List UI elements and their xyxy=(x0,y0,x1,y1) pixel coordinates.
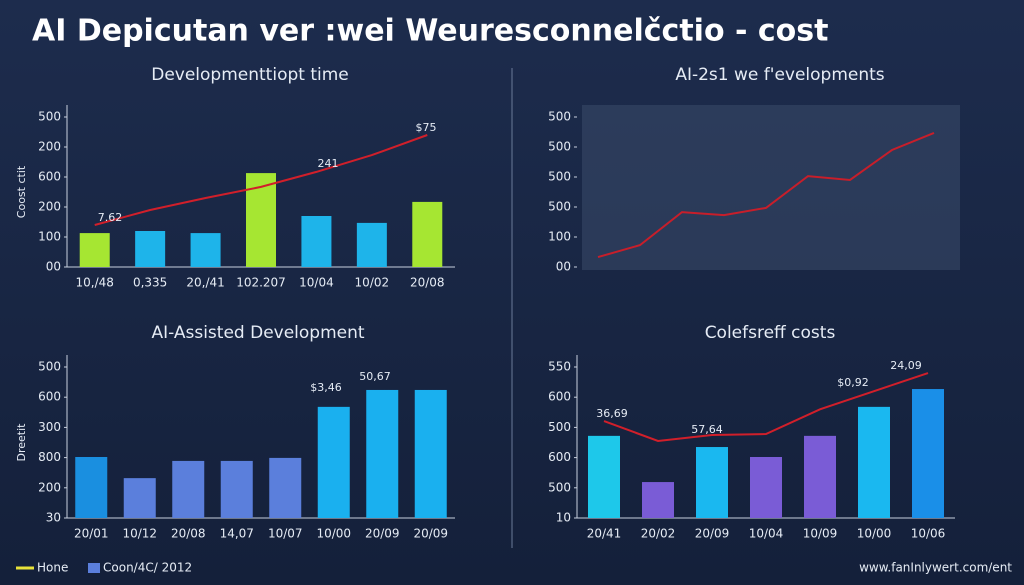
bar xyxy=(356,222,387,267)
x-tick-label: 20,/41 xyxy=(186,276,224,290)
y-tick-label: 600 xyxy=(548,390,571,404)
bar xyxy=(696,447,728,518)
annotation: 36,69 xyxy=(596,407,628,420)
x-tick-label: 10/02 xyxy=(355,276,390,290)
y-tick-label: 500 xyxy=(548,200,571,214)
x-tick-label: 10/04 xyxy=(299,276,334,290)
x-tick-label: 10,/48 xyxy=(76,276,114,290)
annotation: $0,92 xyxy=(837,376,869,389)
bar xyxy=(366,389,399,518)
legend-label: Coon/4C/ 2012 xyxy=(103,561,192,575)
bar xyxy=(301,216,332,267)
x-tick-label: 0,335 xyxy=(133,276,167,290)
x-tick-label: 20/01 xyxy=(74,527,109,541)
x-tick-label: 10/07 xyxy=(268,527,303,541)
chart-title: Colefsreff costs xyxy=(705,323,836,343)
chart-title: AI-2s1 we f'evelopments xyxy=(675,65,884,85)
x-tick-label: 20/08 xyxy=(171,527,206,541)
bar xyxy=(912,389,944,518)
bar xyxy=(642,482,674,518)
y-tick-label: 500 xyxy=(548,140,571,154)
bar xyxy=(269,457,302,518)
y-tick-label: 500 xyxy=(38,360,61,374)
bar xyxy=(135,231,166,267)
x-tick-label: 20/09 xyxy=(695,527,730,541)
annotation: $75 xyxy=(416,121,437,134)
x-tick-label: 20/08 xyxy=(410,276,445,290)
annotation: 57,64 xyxy=(691,423,723,436)
y-axis-label: Coost ctit xyxy=(15,165,28,218)
bar xyxy=(190,233,221,267)
y-tick-label: 00 xyxy=(556,260,571,274)
annotation: 24,09 xyxy=(890,359,922,372)
y-tick-label: 500 xyxy=(548,110,571,124)
y-tick-label: 500 xyxy=(548,420,571,434)
x-tick-label: 10/00 xyxy=(316,527,351,541)
bar xyxy=(75,456,108,518)
x-tick-label: 10/12 xyxy=(122,527,157,541)
y-tick-label: 200 xyxy=(38,480,61,494)
trend-line xyxy=(603,372,929,443)
y-tick-label: 500 xyxy=(548,480,571,494)
y-tick-label: 100 xyxy=(38,230,61,244)
x-tick-label: 20/02 xyxy=(641,527,676,541)
y-tick-label: 200 xyxy=(38,200,61,214)
x-tick-label: 20/09 xyxy=(365,527,400,541)
y-tick-label: 600 xyxy=(548,450,571,464)
y-tick-label: 300 xyxy=(38,420,61,434)
x-tick-label: 14,07 xyxy=(220,527,254,541)
y-tick-label: 00 xyxy=(46,260,61,274)
bar xyxy=(750,456,782,518)
legend-label: Hone xyxy=(37,561,68,575)
trend-line xyxy=(94,134,428,226)
y-tick-label: 30 xyxy=(46,511,61,525)
x-tick-label: 102.207 xyxy=(236,276,286,290)
annotation: 241 xyxy=(318,157,339,170)
bar xyxy=(804,435,836,518)
y-tick-label: 500 xyxy=(548,170,571,184)
page-title: AI Depicutan ver :wei Weuresconnelčctio … xyxy=(32,14,828,49)
bar xyxy=(414,389,447,518)
legend-swatch xyxy=(88,563,100,573)
y-tick-label: 10 xyxy=(556,511,571,525)
bar xyxy=(588,435,620,518)
x-tick-label: 10/00 xyxy=(857,527,892,541)
bar xyxy=(79,233,110,267)
trend-line xyxy=(597,131,935,259)
bar xyxy=(220,460,253,518)
annotation: $3,46 xyxy=(310,381,342,394)
y-tick-label: 500 xyxy=(38,110,61,124)
y-tick-label: 200 xyxy=(38,140,61,154)
chart-title: AI-Assisted Development xyxy=(151,323,364,343)
bar xyxy=(123,478,156,518)
y-tick-label: 550 xyxy=(548,360,571,374)
x-tick-label: 10/06 xyxy=(911,527,946,541)
y-axis-label: Dreetit xyxy=(15,423,28,462)
y-tick-label: 600 xyxy=(38,390,61,404)
bar xyxy=(172,460,205,518)
x-tick-label: 10/04 xyxy=(749,527,784,541)
annotation: 50,67 xyxy=(359,370,391,383)
bar xyxy=(412,201,443,267)
footer: www.fanInlywert.com/ent xyxy=(859,561,1012,575)
y-tick-label: 800 xyxy=(38,450,61,464)
y-tick-label: 100 xyxy=(548,230,571,244)
bar xyxy=(317,406,350,518)
annotation: 7.62 xyxy=(98,211,123,224)
x-tick-label: 20/09 xyxy=(413,527,448,541)
y-tick-label: 600 xyxy=(38,170,61,184)
bar xyxy=(858,406,890,518)
plot-area xyxy=(582,105,960,270)
x-tick-label: 10/09 xyxy=(803,527,838,541)
chart-title: Developmenttiopt time xyxy=(151,65,349,85)
x-tick-label: 20/41 xyxy=(587,527,622,541)
